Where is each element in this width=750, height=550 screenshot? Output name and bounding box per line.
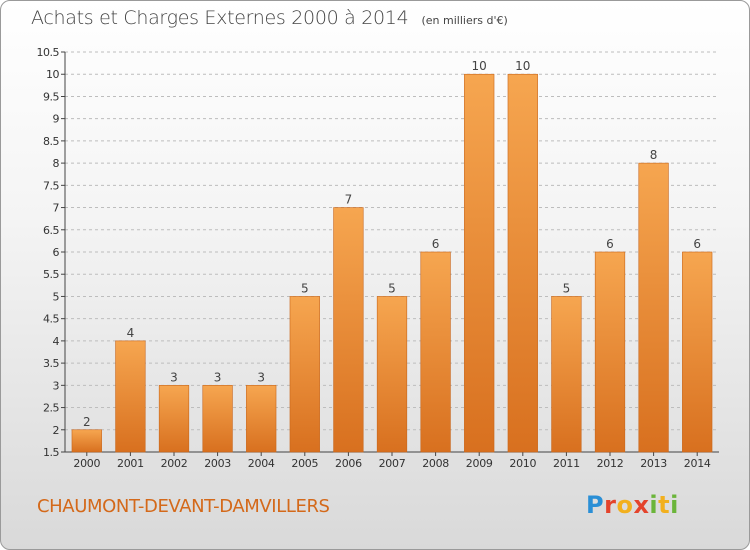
bar [551,296,582,453]
bars [71,73,713,453]
bar-value-label: 5 [388,281,396,295]
y-tick-label: 5.5 [43,268,59,281]
x-tick-label: 2014 [684,457,711,470]
bar [507,73,538,453]
bar-value-label: 4 [127,326,135,340]
bar-value-label: 3 [170,370,178,384]
y-tick-label: 9.5 [43,90,59,103]
bar [376,296,408,453]
logo-letter: i [670,491,679,519]
bar-value-label: 2 [83,415,91,429]
x-tick-label: 2013 [640,457,667,470]
y-tick-label: 2.5 [43,402,59,415]
x-tick-label: 2004 [248,457,275,470]
value-labels: 2 4 3 3 3 5 7 5 6 10 10 5 6 8 6 [83,59,701,429]
y-tick-label: 10 [46,68,59,81]
x-tick-label: 2006 [335,457,362,470]
bar [71,429,102,453]
bar-value-label: 3 [214,370,222,384]
logo-letter: x [633,491,650,519]
bar-value-label: 7 [345,193,353,207]
x-tick-label: 2008 [422,457,449,470]
x-tick-label: 2010 [509,457,536,470]
logo-letter: o [616,491,634,519]
y-tick-label: 2 [53,424,60,437]
bar [333,207,364,453]
logo-letter: r [604,491,617,519]
bar-value-label: 3 [257,370,265,384]
bar-value-label: 5 [563,281,571,295]
y-tick-label: 1.5 [43,446,59,459]
bar [420,251,451,453]
bar [464,73,495,453]
place-name: CHAUMONT-DEVANT-DAMVILLERS [37,496,330,517]
bar [246,385,277,453]
x-tick-label: 2011 [553,457,580,470]
bar [289,296,320,453]
logo-letter: t [658,491,671,519]
proxiti-logo[interactable]: Proxiti [586,491,679,519]
logo-letter: i [649,491,659,519]
axes: 1.5 2 2.5 3 3.5 4 4.5 5 5.5 6 6.5 7 7.5 8 8.5 9 9.5 10 10.… [37,46,719,470]
x-tick-label: 2012 [597,457,624,470]
bar [594,251,626,453]
bar-value-label: 6 [693,237,701,251]
y-tick-label: 3.5 [43,357,59,370]
bar-value-label: 10 [515,59,530,73]
logo-letter: P [586,491,605,519]
x-tick-label: 2007 [379,457,406,470]
y-tick-label: 6.5 [43,224,59,237]
bar-value-label: 6 [606,237,614,251]
bar [115,340,146,453]
y-tick-label: 10.5 [37,46,60,59]
x-tick-label: 2003 [204,457,231,470]
y-tick-label: 7.5 [43,179,59,192]
bar-value-label: 10 [472,59,487,73]
y-tick-label: 4 [53,335,60,348]
x-tick-label: 2000 [73,457,100,470]
x-tick-label: 2005 [291,457,318,470]
y-tick-label: 5 [53,290,60,303]
y-tick-label: 8.5 [43,135,59,148]
y-tick-label: 3 [53,379,60,392]
bar-value-label: 6 [432,237,440,251]
bar [202,385,233,453]
y-tick-label: 6 [53,246,60,259]
bar [158,385,190,453]
y-tick-label: 8 [53,157,60,170]
chart-title: Achats et Charges Externes 2000 à 2014 [31,7,409,29]
y-tick-label: 9 [53,113,60,126]
x-tick-label: 2002 [161,457,188,470]
bar [638,162,669,453]
bar-value-label: 5 [301,281,309,295]
x-tick-label: 2009 [466,457,493,470]
bar [682,251,713,453]
y-tick-label: 4.5 [43,313,59,326]
chart-unit: (en milliers d'€) [421,14,508,27]
y-tick-label: 7 [53,202,60,215]
bar-value-label: 8 [650,148,658,162]
x-tick-label: 2001 [117,457,144,470]
chart-header: Achats et Charges Externes 2000 à 2014 (… [31,7,508,29]
